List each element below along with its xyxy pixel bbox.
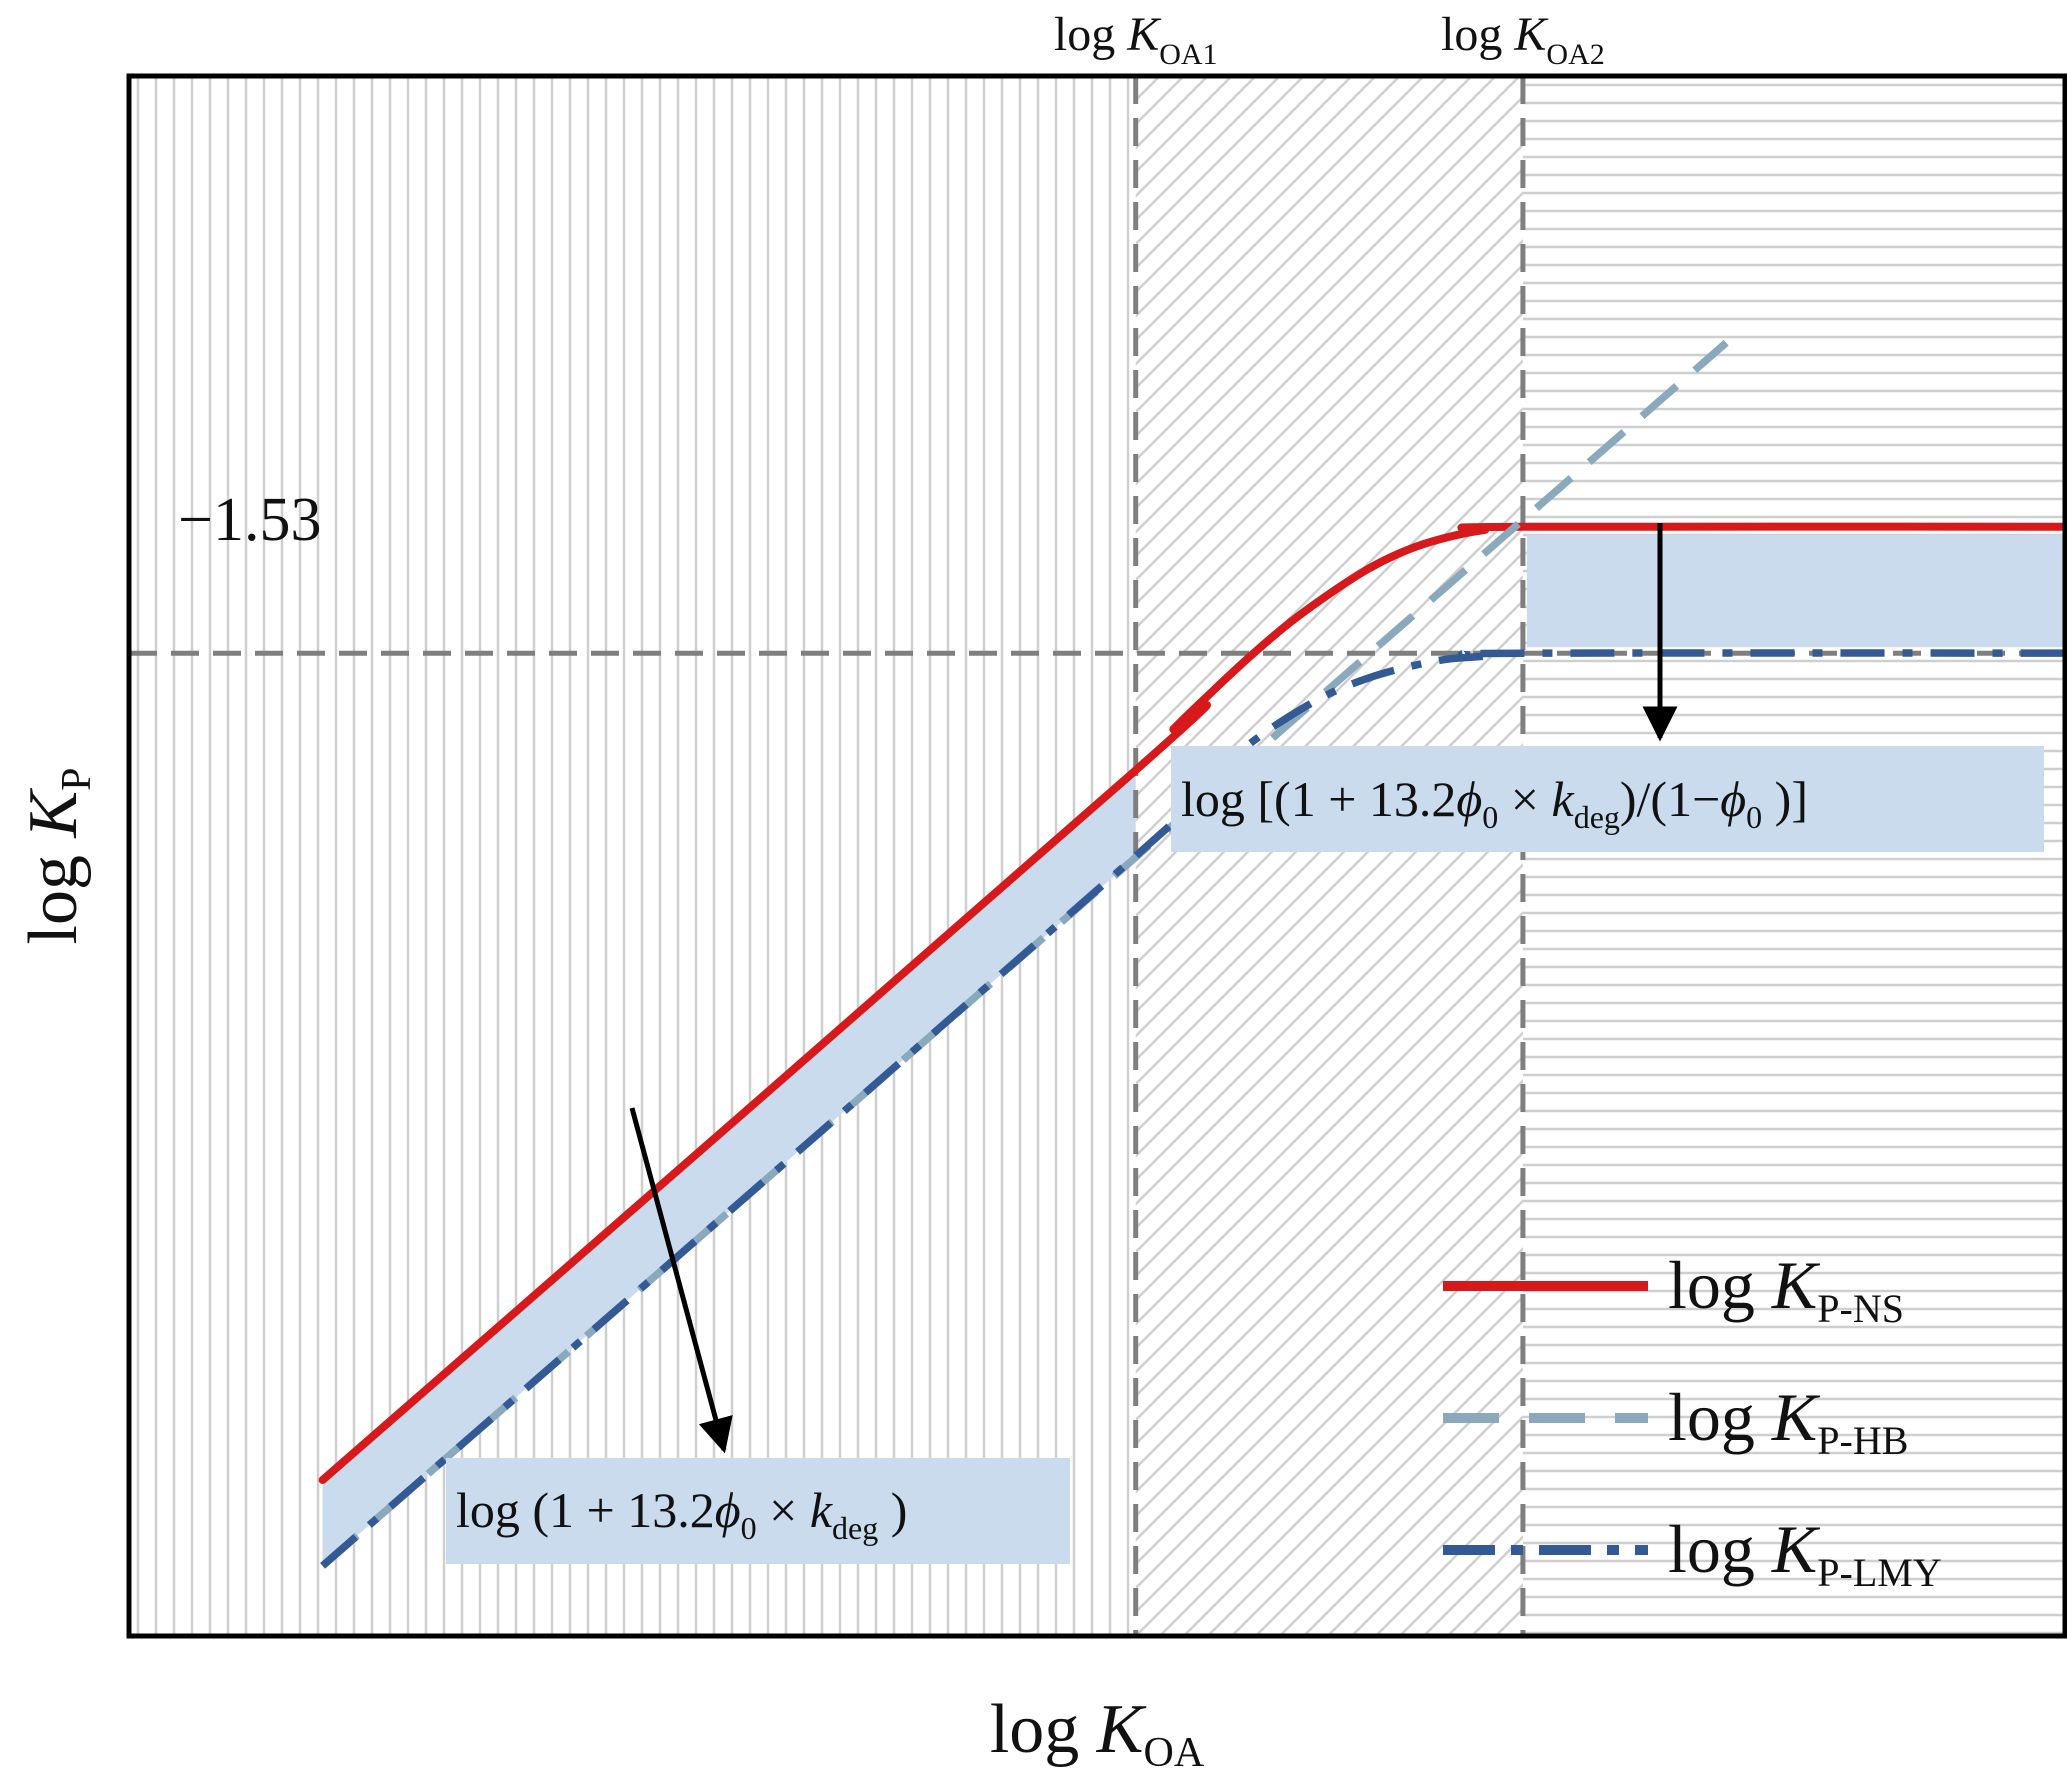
series-line-p-lmy xyxy=(320,649,2065,1569)
annotation-text-plateau: log [(1 + 13.2ϕ0 × kdeg)/(1−ϕ0 )] xyxy=(1181,771,1808,835)
region-vertical-lines xyxy=(136,76,1130,1636)
legend-label-p-hb: log KP-HB xyxy=(1668,1379,1908,1463)
legend-label-p-ns: log KP-NS xyxy=(1668,1247,1904,1331)
annotations: log (1 + 13.2ϕ0 × kdeg ) log [(1 + 13.2ϕ0… xyxy=(446,523,2044,1564)
annotation-arrow-low xyxy=(629,1107,733,1454)
plot-frame xyxy=(126,73,2067,1639)
band-low-region xyxy=(322,770,1136,1566)
legend: log KP-NS log KP-HB log KP-LMY xyxy=(1443,1247,1942,1595)
series-layer xyxy=(318,339,2065,1569)
axis-labels: log KOA log KP −1.53 log KOA1 log KOA2 xyxy=(15,8,1605,1776)
band-plateau-region xyxy=(1526,534,2065,648)
annotation-box-low xyxy=(446,1458,1070,1564)
region-diagonal-hatch xyxy=(1135,76,1523,1636)
y-axis-label: log KP xyxy=(15,767,100,944)
x-axis-label: log KOA xyxy=(990,1691,1205,1776)
reference-label-horizontal: −1.53 xyxy=(178,486,321,554)
difference-bands xyxy=(322,534,2065,1566)
annotation-text-low: log (1 + 13.2ϕ0 × kdeg ) xyxy=(456,1482,907,1546)
reference-label-oa1: log KOA1 xyxy=(1054,8,1218,71)
reference-label-oa2: log KOA2 xyxy=(1441,8,1605,71)
legend-label-p-lmy: log KP-LMY xyxy=(1668,1511,1942,1595)
annotation-box-plateau xyxy=(1171,746,2044,852)
